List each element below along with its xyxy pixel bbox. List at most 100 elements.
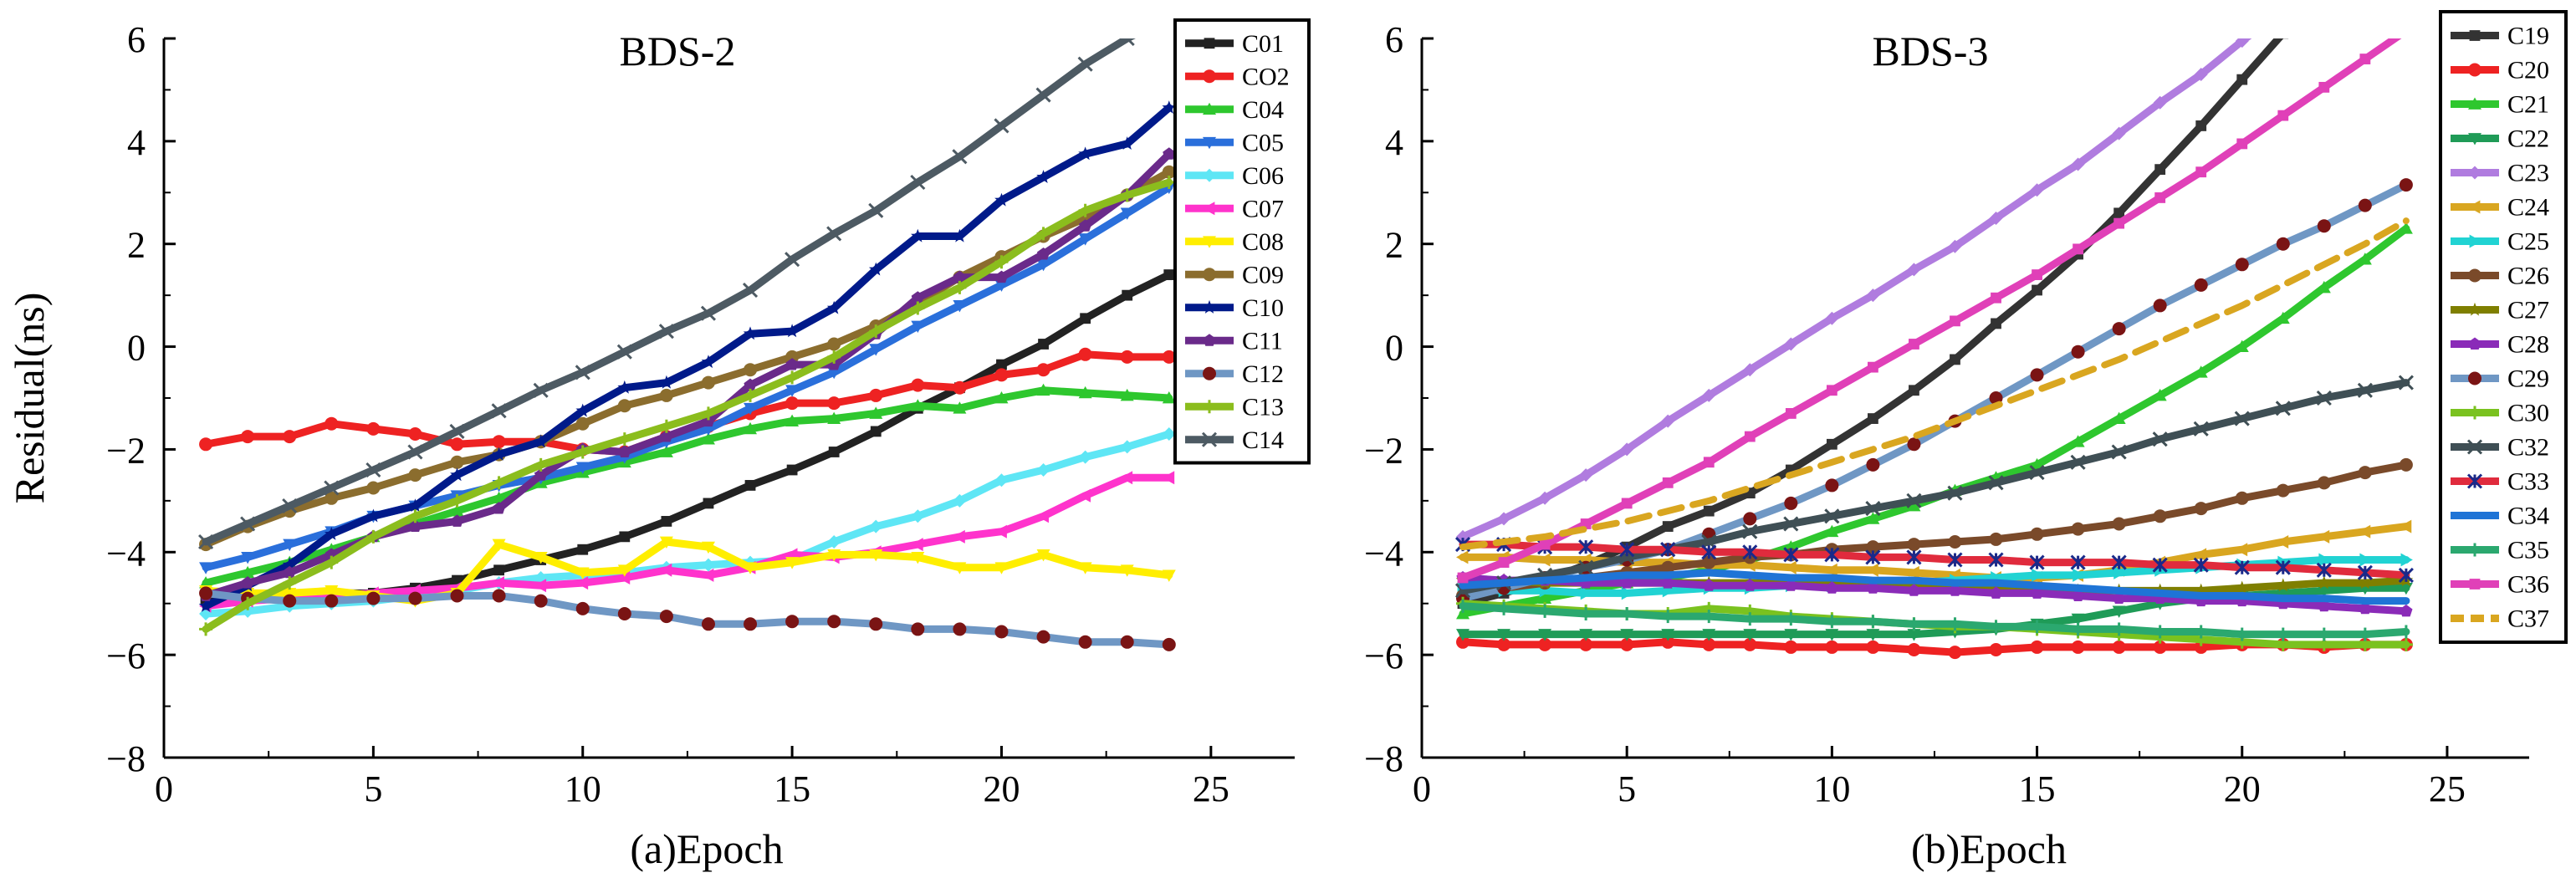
data-point [617,607,631,620]
data-point [1703,505,1715,517]
data-point [1120,564,1134,577]
legend-marker [1203,334,1216,346]
data-point [492,491,506,504]
data-point [1456,607,1470,620]
legend-item-c27: C27 [2451,297,2549,324]
data-point [661,516,672,527]
data-point [408,427,422,441]
legend-marker [2468,133,2481,145]
data-point [365,462,381,478]
data-point [1035,87,1051,103]
data-point [1743,637,1757,651]
data-point [1702,579,1715,591]
data-point [2234,559,2250,575]
data-point [1907,565,1919,579]
data-point [1742,544,1758,560]
data-point [953,270,966,283]
legend-marker [1203,400,1216,414]
data-point [1456,629,1470,641]
data-point [701,541,715,554]
legend-item-c28: C28 [2451,331,2549,359]
data-point [1825,581,1838,594]
data-point [2398,375,2414,391]
legend-label: C04 [1242,96,1284,124]
data-point [283,588,297,600]
data-point [2193,557,2209,573]
legend-label: C32 [2507,434,2549,462]
data-point [2398,567,2414,583]
data-point [2234,411,2250,426]
data-point [325,584,339,598]
data-point [744,363,758,377]
data-point [325,416,339,431]
data-point [1907,538,1921,552]
data-point [1120,471,1133,485]
data-point [744,378,757,391]
data-point [366,481,381,495]
data-point [1162,350,1176,364]
data-point [534,434,548,448]
data-point [1620,637,1634,651]
data-point [1989,643,2003,656]
data-point [1743,512,1757,526]
y-tick-label: −4 [106,533,146,574]
y-tick-label: −8 [106,738,146,779]
series-c32 [1454,375,2414,599]
data-point [2275,401,2291,416]
legend: C19 C20 C21 C22 C23 C24 C25 C26 C27 C28 C29 C30 C32 C… [2439,10,2568,644]
data-point [1036,248,1050,260]
data-point [742,282,759,299]
legend-marker [2468,337,2481,350]
y-tick-label: 4 [1385,122,1403,163]
data-point [2152,431,2168,447]
x-tick-label: 20 [983,768,1020,809]
data-point [325,491,339,505]
legend-marker [2466,439,2483,455]
data-point [2153,509,2167,523]
data-point [1619,542,1635,558]
legend-marker [2469,234,2481,248]
data-point [659,375,674,389]
data-point [1662,521,1674,532]
data-point [1907,499,1921,512]
data-point [1866,629,1880,641]
data-point [1661,414,1675,428]
data-point [911,509,925,523]
legend-item-c10: C10 [1185,294,1284,322]
chart-panel-bds3: −8 −6 −4 −2 0 2 4 6 0 5 10 15 20 25 BDS-3 (b)Epoch C… [1364,10,2568,872]
data-point [869,344,883,356]
data-point [2399,637,2413,651]
y-tick-label: −6 [106,636,146,676]
data-point [1784,629,1798,641]
data-point [1036,509,1049,523]
chart-panel-bds2: −8 −6 −4 −2 0 2 4 6 0 5 10 15 20 25 BDS-2 (a)Epoch C… [106,18,1311,872]
series-c35 [1459,599,2410,641]
data-point [2317,529,2330,544]
data-point [911,538,923,552]
legend-label: C11 [1242,327,1283,355]
legend-label: C34 [2507,503,2549,530]
data-point [1163,147,1176,160]
data-point [2275,559,2291,575]
data-point [2400,25,2411,36]
data-point [2153,388,2167,401]
data-point [2399,457,2413,472]
data-point [534,468,548,481]
data-point [2071,522,2085,536]
legend-marker [1204,38,1215,49]
data-point [618,445,631,457]
legend-marker [2468,200,2481,214]
data-point [1824,547,1840,563]
data-point [2032,284,2042,296]
data-point [1947,552,1963,568]
legend-marker [1203,366,1216,380]
x-tick-label: 10 [1813,768,1850,809]
legend-label: C20 [2507,57,2549,84]
data-point [533,382,549,398]
data-point [617,399,631,413]
legend-marker [2468,268,2481,283]
y-tick-label: 2 [127,225,146,266]
data-point [492,539,506,552]
data-point [199,622,213,636]
data-point [450,514,464,527]
